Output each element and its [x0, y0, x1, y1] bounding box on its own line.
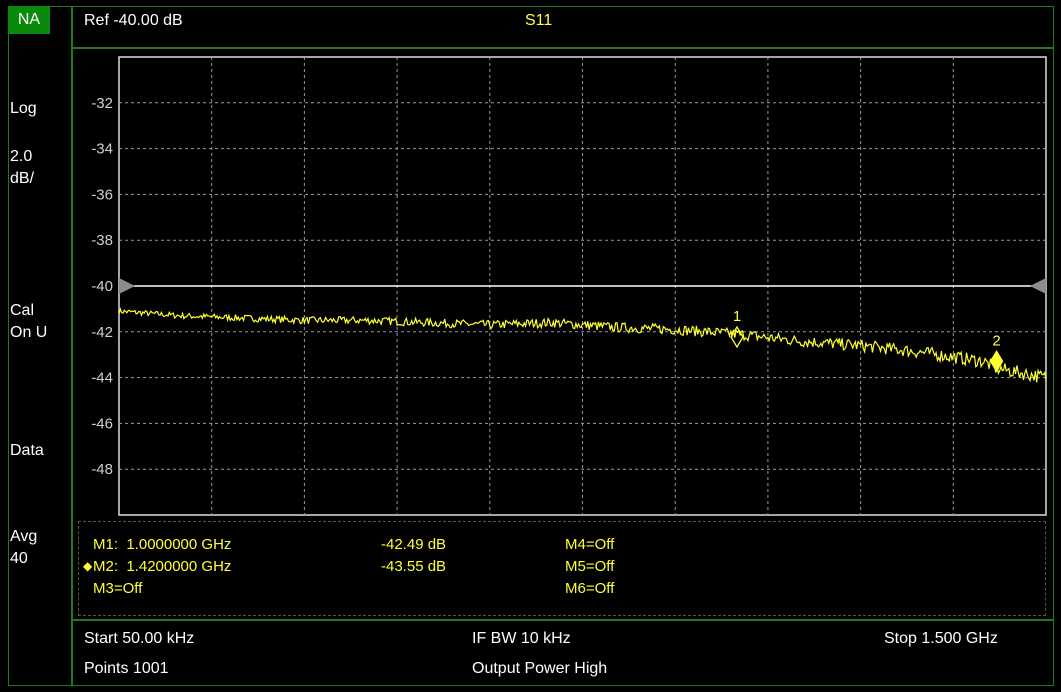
points-label[interactable]: Points 1001	[84, 660, 169, 677]
marker-1-value: -42.49 dB	[381, 536, 447, 553]
start-frequency-label[interactable]: Start 50.00 kHz	[84, 630, 195, 647]
y-tick-label: -34	[91, 141, 113, 158]
marker-1-label: 1	[733, 308, 741, 325]
reference-level-label[interactable]: Ref -40.00 dB	[84, 12, 183, 29]
marker-table: ◆ M1: 1.0000000 GHz -42.49 dB M2: 1.4200…	[78, 521, 1046, 616]
marker-6-status[interactable]: M6=Off	[565, 580, 615, 597]
cal-state-label[interactable]: On U	[10, 324, 48, 341]
marker-3-status[interactable]: M3=Off	[93, 580, 143, 597]
y-tick-label: -44	[91, 370, 113, 387]
footer-bar	[72, 620, 1054, 686]
marker-4-status[interactable]: M4=Off	[565, 536, 615, 553]
marker-1-icon	[730, 325, 744, 349]
y-tick-label: -46	[91, 415, 113, 432]
if-bandwidth-label[interactable]: IF BW 10 kHz	[472, 630, 571, 647]
scale-value-label[interactable]: 2.0	[10, 148, 33, 165]
reference-right-arrow-icon	[1030, 278, 1046, 294]
marker-2-icon	[989, 350, 1004, 373]
display-mode-label[interactable]: Data	[10, 442, 44, 459]
y-tick-label: -38	[91, 232, 113, 249]
active-marker-icon: ◆	[83, 559, 93, 573]
trace-parameter-label[interactable]: S11	[525, 12, 553, 29]
y-tick-label: -36	[91, 186, 113, 203]
cal-label[interactable]: Cal	[10, 302, 35, 319]
marker-2-frequency[interactable]: M2: 1.4200000 GHz	[93, 558, 232, 575]
scale-type-label[interactable]: Log	[10, 100, 37, 117]
avg-value-label[interactable]: 40	[10, 550, 28, 567]
stop-frequency-label[interactable]: Stop 1.500 GHz	[884, 630, 998, 647]
scale-unit-label[interactable]: dB/	[10, 170, 35, 187]
marker-1-frequency[interactable]: M1: 1.0000000 GHz	[93, 536, 232, 553]
trace-chart[interactable]: -32 -34 -36 -38 -40 -42 -44 -46 -48 1 2	[72, 48, 1054, 620]
y-tick-label: -42	[91, 324, 113, 341]
header-bar	[72, 6, 1054, 48]
y-tick-label: -48	[91, 461, 113, 478]
marker-2-label: 2	[992, 332, 1000, 349]
mode-badge[interactable]: NA	[8, 6, 50, 34]
y-tick-label: -40	[91, 278, 113, 295]
avg-label[interactable]: Avg	[10, 528, 38, 545]
y-tick-label: -32	[91, 95, 113, 112]
trace-s11-line	[118, 307, 1047, 383]
plot-area	[72, 48, 1054, 620]
marker-5-status[interactable]: M5=Off	[565, 558, 615, 575]
output-power-label[interactable]: Output Power High	[472, 660, 608, 677]
reference-left-arrow-icon	[119, 278, 135, 294]
marker-2-value: -43.55 dB	[381, 558, 447, 575]
